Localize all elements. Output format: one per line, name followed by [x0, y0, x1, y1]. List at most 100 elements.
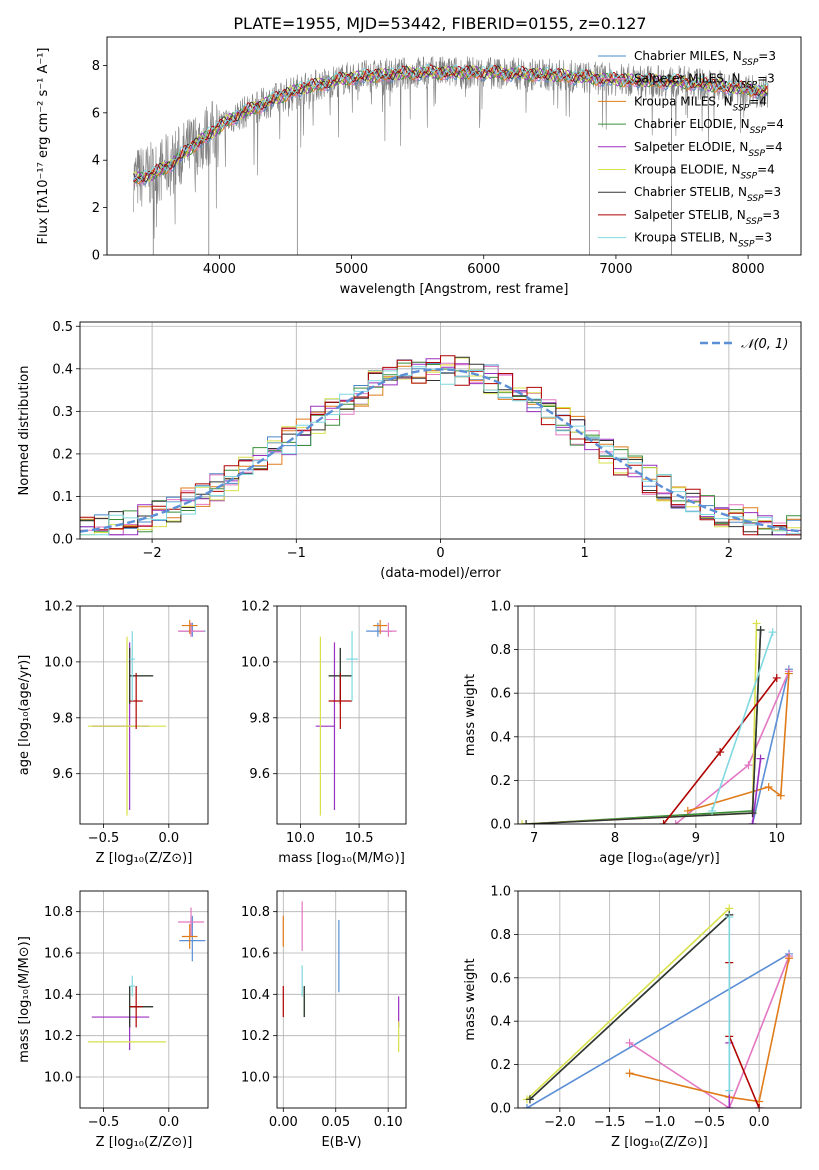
weight-line [526, 907, 730, 1100]
axes-frame [276, 605, 407, 825]
y-axis-label: Flux [fλ10⁻¹⁷ erg cm⁻² s⁻¹ A⁻¹] [36, 48, 51, 245]
x-tick-label: 10.0 [286, 831, 315, 846]
weight-marker [725, 913, 734, 922]
x-axis-label: Z [log₁₀(Z/Z⊙)] [96, 851, 193, 866]
x-tick-label: 4000 [203, 262, 236, 277]
plot-area-mass-vs-ebv [277, 891, 406, 1108]
panel-residuals: −2 −1 0 1 2 0.0 0.1 0.2 0.3 0.4 0.5 (data-model)/er… [17, 320, 802, 581]
weight-line [687, 673, 790, 812]
y-tick-label: 10.8 [241, 905, 270, 920]
x-tick-label: 6000 [467, 262, 500, 277]
axes-frame [106, 36, 802, 256]
legend-label: 𝒩(0, 1) [741, 337, 788, 352]
x-axis-label: Z [log₁₀(Z/Z⊙)] [96, 1135, 193, 1150]
legend-label: Kroupa ELODIE, NSSP=4 [634, 163, 775, 182]
x-tick-label: −2.0 [544, 1115, 576, 1130]
weight-line [629, 958, 790, 1103]
y-axis-label: Normed distribution [17, 366, 32, 496]
x-tick-label: 5000 [335, 262, 368, 277]
y-tick-label: 6 [92, 106, 100, 121]
y-axis-label: mass weight [463, 958, 478, 1040]
weight-marker [518, 820, 527, 824]
panel-spectrum: 4000 5000 6000 7000 8000 0 2 4 6 8 wavelength [Ang… [36, 36, 802, 297]
weight-marker [748, 809, 757, 818]
weight-line [629, 955, 790, 1108]
y-tick-label: 10.0 [44, 655, 73, 670]
panel-mass-vs-ebv: 0.00 0.05 0.10 10.0 10.2 10.4 10.6 10.8 E(B-V) [241, 890, 407, 1150]
y-tick-label: 10.4 [241, 988, 270, 1003]
legend-label: Salpeter ELODIE, NSSP=4 [634, 140, 783, 159]
x-tick-label: −1.0 [644, 1115, 676, 1130]
x-tick-label: 0.00 [269, 1115, 298, 1130]
weight-marker [756, 625, 765, 634]
y-tick-label: 0.1 [52, 490, 73, 505]
x-tick-label: 0.0 [158, 831, 179, 846]
axes-frame [517, 605, 802, 825]
legend-label: Salpeter STELIB, NSSP=3 [634, 208, 780, 227]
axes-frame [517, 890, 802, 1109]
y-tick-label: 0.2 [490, 774, 511, 789]
y-tick-label: 10.2 [44, 600, 73, 615]
y-tick-label: 10.0 [241, 655, 270, 670]
plot-area-age-vs-Z [80, 606, 208, 824]
y-tick-label: 2 [92, 201, 100, 216]
weight-line [521, 623, 758, 824]
axes-frame [79, 890, 209, 1109]
weight-marker [671, 820, 680, 824]
y-tick-label: 10.4 [44, 988, 73, 1003]
x-tick-label: 1 [581, 546, 589, 561]
x-tick-label: 0 [436, 546, 444, 561]
weight-marker [708, 806, 717, 815]
y-tick-label: 0.6 [490, 687, 511, 702]
x-tick-label: 9 [692, 831, 700, 846]
x-tick-label: −0.5 [88, 831, 120, 846]
plot-area-weight-vs-age [518, 606, 801, 824]
axes-frame [79, 321, 802, 540]
weight-line [526, 953, 790, 1108]
weight-line [728, 962, 760, 1108]
weight-marker [522, 1104, 531, 1108]
x-tick-label: 7000 [599, 262, 632, 277]
y-tick-label: 9.8 [52, 711, 73, 726]
x-tick-label: −1 [287, 546, 306, 561]
plot-area-spectrum [132, 56, 769, 255]
legend-label: Chabrier MILES, NSSP=3 [634, 49, 776, 68]
y-tick-label: 0.0 [52, 533, 73, 548]
x-tick-label: 8000 [732, 262, 765, 277]
legend-label: Chabrier STELIB, NSSP=3 [634, 185, 781, 204]
weight-line [711, 631, 774, 812]
plot-area-weight-vs-Z [518, 891, 801, 1108]
weight-marker [659, 820, 668, 824]
x-axis-label: age [log₁₀(age/yr)] [599, 851, 720, 866]
y-tick-label: 1.0 [490, 600, 511, 615]
x-axis-label: wavelength [Angstrom, rest frame] [340, 282, 569, 297]
panel-age-vs-Z: −0.5 0.0 9.6 9.8 10.0 10.2 Z [log₁₀(Z/Z⊙)] age … [17, 600, 209, 866]
weight-marker [748, 820, 757, 824]
weight-marker [776, 791, 785, 800]
y-axis-label: mass [log₁₀(M/M⊙)] [17, 936, 32, 1063]
y-tick-label: 0.8 [490, 643, 511, 658]
y-tick-label: 0.2 [490, 1058, 511, 1073]
figure-title: PLATE=1955, MJD=53442, FIBERID=0155, z=0… [233, 14, 646, 33]
y-tick-label: 10.0 [44, 1071, 73, 1086]
y-tick-label: 4 [92, 154, 100, 169]
x-tick-label: 8 [611, 831, 619, 846]
spectrum-model-line [133, 67, 769, 186]
weight-marker [625, 1038, 634, 1047]
axes-frame [79, 605, 209, 825]
weight-marker [525, 1095, 534, 1104]
y-tick-label: 9.8 [249, 711, 270, 726]
x-axis-label: E(B-V) [321, 1135, 361, 1150]
weight-marker [756, 754, 765, 763]
x-tick-label: 10.5 [345, 831, 374, 846]
y-tick-label: 0.4 [490, 1015, 511, 1030]
x-tick-label: 0.0 [749, 1115, 770, 1130]
weight-line [675, 671, 790, 824]
weight-marker [716, 748, 725, 757]
panel-weight-vs-Z: −2.0 −1.5 −1.0 −0.5 0.0 0.0 0.2 0.4 0.6 0.8 1.0 Z [… [463, 885, 802, 1150]
weight-marker [764, 782, 773, 791]
x-tick-label: −0.5 [694, 1115, 726, 1130]
weight-line [751, 669, 790, 824]
x-tick-label: 2 [725, 546, 733, 561]
